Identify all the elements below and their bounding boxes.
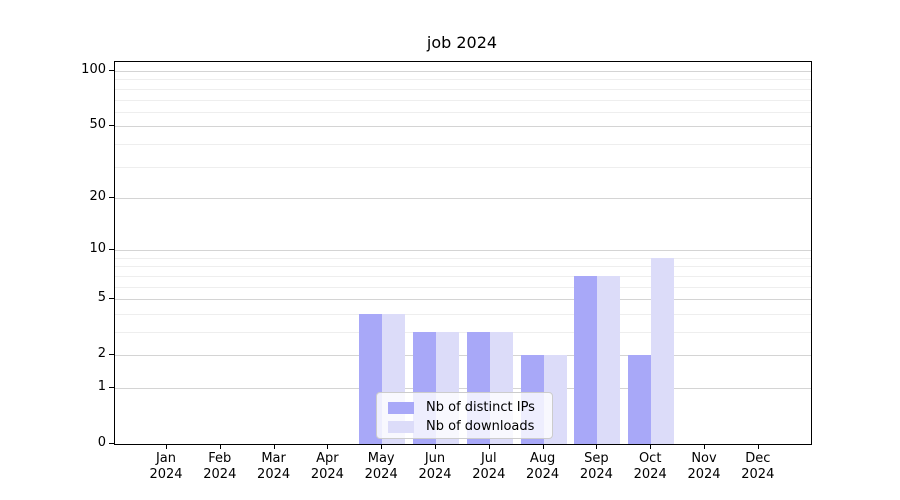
y-axis-tick: [109, 298, 114, 300]
x-axis-tick: [435, 445, 436, 449]
x-tick-label: May 2024: [364, 451, 398, 482]
y-axis-tick: [109, 70, 114, 72]
minor-gridline: [115, 99, 811, 101]
major-gridline: [115, 387, 811, 389]
x-axis-tick: [166, 445, 167, 449]
y-axis-tick: [109, 386, 114, 388]
legend-swatch-downloads: [388, 420, 414, 433]
chart-title: job 2024: [426, 33, 498, 52]
minor-gridline: [115, 331, 811, 333]
y-tick-label: 5: [97, 290, 106, 306]
y-tick-label: 0: [97, 435, 106, 450]
x-axis-tick: [327, 445, 329, 449]
major-gridline: [115, 197, 811, 199]
x-tick-label: Dec 2024: [741, 451, 775, 482]
minor-gridline: [115, 143, 811, 145]
x-tick-label: Jun 2024: [418, 451, 452, 482]
y-axis-tick: [109, 354, 114, 356]
x-tick-label: Jan 2024: [149, 451, 183, 482]
legend-item-downloads: Nb of downloads: [388, 418, 552, 435]
bar-downloads: [597, 275, 621, 444]
x-axis-tick: [650, 445, 652, 449]
minor-gridline: [115, 166, 811, 168]
minor-gridline: [115, 111, 811, 113]
minor-gridline: [115, 257, 811, 259]
x-axis-tick: [704, 445, 705, 449]
minor-gridline: [115, 88, 811, 90]
minor-gridline: [115, 79, 811, 81]
x-axis-tick: [381, 445, 383, 449]
x-tick-label: Mar 2024: [257, 451, 291, 482]
x-axis-tick: [542, 445, 544, 449]
x-axis-tick: [273, 445, 275, 449]
x-tick-label: Jul 2024: [472, 451, 506, 482]
y-tick-label: 20: [89, 188, 106, 204]
y-axis-tick: [109, 249, 114, 251]
x-tick-label: Apr 2024: [310, 451, 344, 482]
x-tick-label: Sep 2024: [579, 451, 613, 482]
x-axis-tick: [757, 445, 759, 449]
major-gridline: [115, 299, 811, 301]
bar-distinct-ips: [628, 355, 652, 444]
bar-downloads: [651, 257, 675, 444]
y-axis-tick: [109, 443, 114, 444]
major-gridline: [115, 126, 811, 128]
major-gridline: [115, 71, 811, 73]
y-tick-label: 50: [89, 117, 106, 133]
x-axis-tick: [596, 445, 598, 449]
legend-item-distinct-ips: Nb of distinct IPs: [388, 399, 552, 416]
legend-label-downloads: Nb of downloads: [426, 419, 535, 434]
y-tick-label: 1: [97, 378, 106, 394]
y-tick-label: 100: [81, 62, 106, 78]
bar-distinct-ips: [574, 275, 598, 444]
y-axis-tick: [109, 196, 114, 198]
major-gridline: [115, 355, 811, 357]
y-axis-tick: [109, 125, 114, 127]
legend-label-distinct-ips: Nb of distinct IPs: [426, 400, 535, 415]
plot-area: [114, 61, 812, 445]
minor-gridline: [115, 266, 811, 268]
x-tick-label: Nov 2024: [687, 451, 721, 482]
y-tick-label: 10: [89, 241, 106, 257]
y-tick-label: 2: [97, 346, 106, 362]
legend-swatch-distinct-ips: [388, 401, 414, 414]
minor-gridline: [115, 275, 811, 277]
x-axis-tick: [219, 445, 221, 449]
minor-gridline: [115, 286, 811, 288]
x-axis-tick: [488, 445, 490, 449]
x-tick-label: Oct 2024: [633, 451, 667, 482]
major-gridline: [115, 250, 811, 252]
legend: Nb of distinct IPs Nb of downloads: [376, 392, 553, 439]
x-tick-label: Feb 2024: [203, 451, 237, 482]
x-tick-label: Aug 2024: [526, 451, 560, 482]
minor-gridline: [115, 313, 811, 315]
